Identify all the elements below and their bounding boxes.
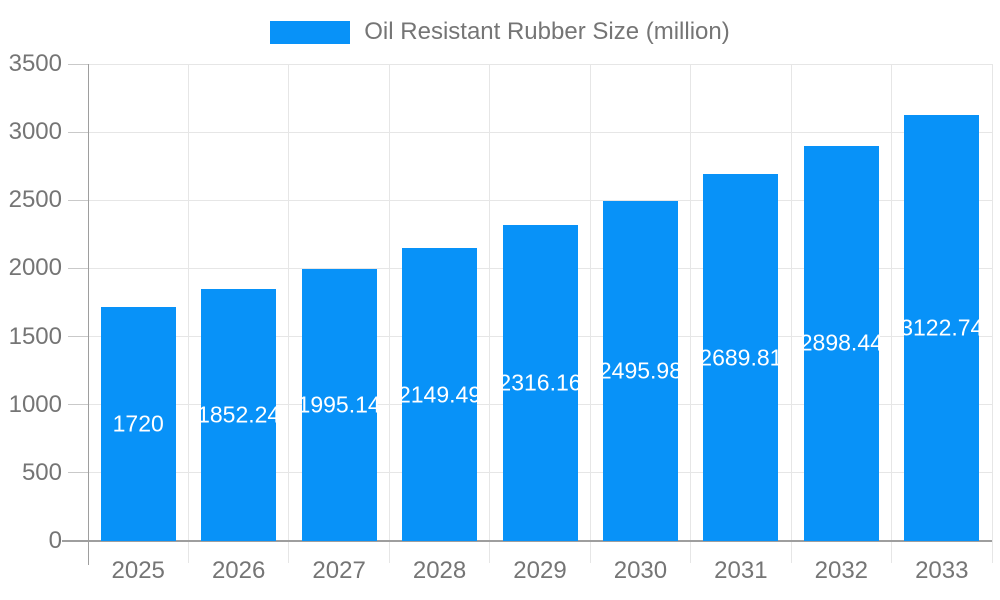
y-tick-label: 1500 xyxy=(8,322,62,350)
bar-value-label: 1852.24 xyxy=(197,401,281,428)
y-axis-tick xyxy=(68,199,88,201)
bar-value-label: 2495.98 xyxy=(598,357,683,384)
grid-line-v xyxy=(891,64,893,563)
bar[interactable]: 3122.74 xyxy=(900,115,983,541)
y-axis-tick xyxy=(68,63,88,65)
grid-line-v xyxy=(690,64,692,563)
bar-value-label: 3122.74 xyxy=(900,314,984,341)
grid-line-v xyxy=(489,64,491,563)
x-tick-label: 2033 xyxy=(915,557,969,584)
bar[interactable]: 2149.49 xyxy=(398,248,481,541)
grid-line-v xyxy=(790,64,792,563)
y-tick-label: 1000 xyxy=(8,390,62,418)
y-axis-tick xyxy=(68,267,88,269)
bar[interactable]: 2495.98 xyxy=(599,200,682,541)
y-tick-label: 2000 xyxy=(8,254,62,282)
y-tick-label: 2500 xyxy=(8,186,62,214)
x-tick-label: 2025 xyxy=(111,557,165,584)
x-tick-label: 2028 xyxy=(412,557,467,584)
legend-item[interactable]: Oil Resistant Rubber Size (million) xyxy=(270,18,730,46)
y-tick-label: 3000 xyxy=(8,118,62,146)
bar[interactable]: 1720 xyxy=(100,306,176,541)
y-axis-tick xyxy=(68,336,88,338)
bar-value-label: 1720 xyxy=(112,410,164,437)
y-axis-tick xyxy=(68,472,88,474)
bar-value-label: 2898.44 xyxy=(799,329,883,356)
bar[interactable]: 2689.81 xyxy=(699,174,782,541)
y-axis-line xyxy=(87,64,89,565)
bar[interactable]: 1995.14 xyxy=(298,269,381,541)
grid-line-h xyxy=(88,199,992,201)
legend: Oil Resistant Rubber Size (million) xyxy=(0,18,1000,46)
grid-line-v xyxy=(187,64,189,563)
bar-value-label: 1995.14 xyxy=(297,391,381,418)
y-tick-label: 500 xyxy=(21,458,62,486)
x-tick-label: 2027 xyxy=(312,557,366,584)
y-axis-tick xyxy=(68,131,88,133)
grid-line-v xyxy=(991,64,993,563)
x-tick-label: 2026 xyxy=(211,557,266,584)
bar-value-label: 2149.49 xyxy=(397,381,482,408)
bar-value-label: 2316.16 xyxy=(498,369,582,396)
bar-value-label: 2689.81 xyxy=(699,344,783,371)
bar[interactable]: 2316.16 xyxy=(498,225,582,541)
legend-label: Oil Resistant Rubber Size (million) xyxy=(364,18,730,45)
grid-line-h xyxy=(88,131,992,133)
grid-line-v xyxy=(288,64,290,563)
bar[interactable]: 2898.44 xyxy=(800,145,883,541)
bar[interactable]: 1852.24 xyxy=(197,288,280,541)
y-tick-label: 3500 xyxy=(8,50,62,77)
x-tick-label: 2030 xyxy=(613,557,668,584)
grid-line-h xyxy=(88,63,992,65)
grid-line-v xyxy=(388,64,390,563)
x-tick-label: 2029 xyxy=(513,557,567,584)
y-tick-label: 0 xyxy=(48,527,62,554)
x-tick-label: 2031 xyxy=(714,557,768,584)
y-axis-tick xyxy=(68,404,88,406)
x-axis-line xyxy=(62,540,992,542)
legend-swatch-icon xyxy=(270,20,351,44)
grid-line-v xyxy=(589,64,591,563)
x-tick-label: 2032 xyxy=(814,557,869,584)
